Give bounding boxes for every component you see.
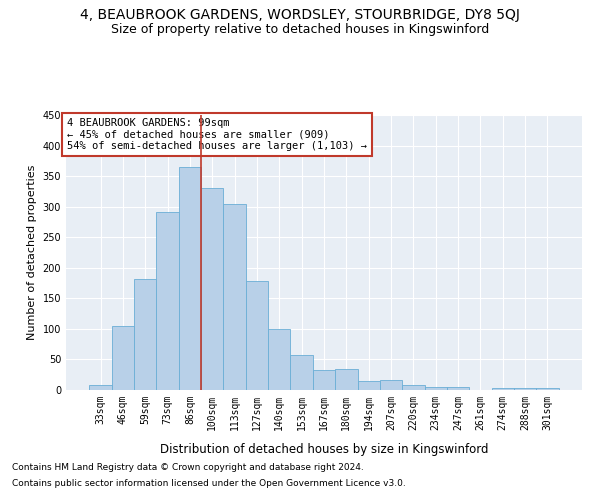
Bar xyxy=(223,204,246,390)
Text: Contains public sector information licensed under the Open Government Licence v3: Contains public sector information licen… xyxy=(12,478,406,488)
Bar xyxy=(112,326,134,390)
Text: 4 BEAUBROOK GARDENS: 99sqm
← 45% of detached houses are smaller (909)
54% of sem: 4 BEAUBROOK GARDENS: 99sqm ← 45% of deta… xyxy=(67,118,367,151)
Text: Contains HM Land Registry data © Crown copyright and database right 2024.: Contains HM Land Registry data © Crown c… xyxy=(12,464,364,472)
Bar xyxy=(447,387,469,390)
Bar xyxy=(246,281,268,390)
Bar xyxy=(536,388,559,390)
Bar xyxy=(425,387,447,390)
Bar xyxy=(290,354,313,390)
Bar xyxy=(514,388,536,390)
Bar xyxy=(201,188,223,390)
Bar xyxy=(313,370,335,390)
Bar xyxy=(380,380,402,390)
Bar xyxy=(491,388,514,390)
Text: Distribution of detached houses by size in Kingswinford: Distribution of detached houses by size … xyxy=(160,442,488,456)
Bar xyxy=(157,212,179,390)
Y-axis label: Number of detached properties: Number of detached properties xyxy=(27,165,37,340)
Bar xyxy=(335,368,358,390)
Bar xyxy=(179,167,201,390)
Bar xyxy=(402,384,425,390)
Bar xyxy=(134,279,157,390)
Bar xyxy=(358,382,380,390)
Text: Size of property relative to detached houses in Kingswinford: Size of property relative to detached ho… xyxy=(111,22,489,36)
Bar xyxy=(268,329,290,390)
Text: 4, BEAUBROOK GARDENS, WORDSLEY, STOURBRIDGE, DY8 5QJ: 4, BEAUBROOK GARDENS, WORDSLEY, STOURBRI… xyxy=(80,8,520,22)
Bar xyxy=(89,384,112,390)
